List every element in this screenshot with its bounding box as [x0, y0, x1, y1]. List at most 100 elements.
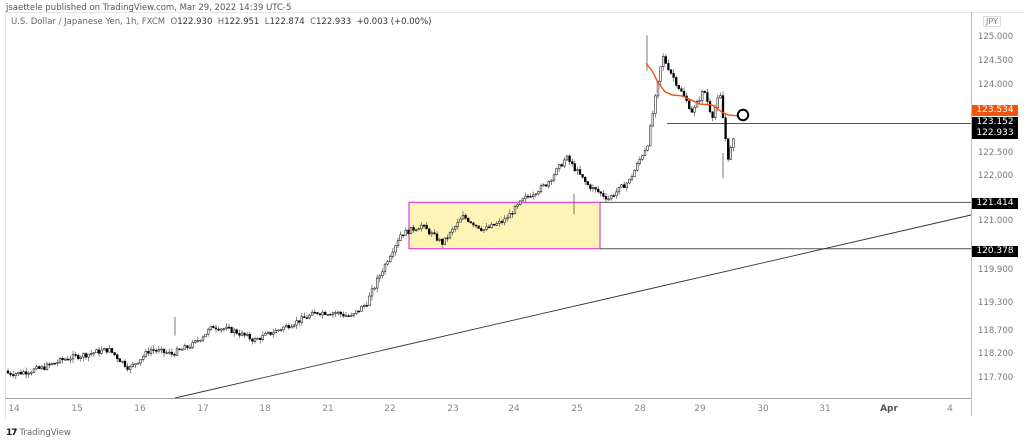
price-tick: 125.000: [978, 32, 1014, 42]
candle-body: [542, 184, 545, 187]
candle-body: [467, 218, 470, 222]
candle-body: [521, 198, 524, 202]
candle-body: [92, 352, 95, 355]
time-tick: 22: [384, 404, 396, 414]
candle-body: [727, 138, 730, 160]
candle-body: [170, 351, 173, 355]
candle-body: [266, 331, 270, 334]
open-label: O: [170, 17, 178, 27]
candle-body: [420, 224, 423, 230]
candle-body: [597, 188, 600, 193]
candle-body: [131, 363, 134, 367]
candle-body: [337, 311, 340, 314]
candle-body: [485, 226, 488, 230]
candle-body: [87, 353, 90, 358]
candle-body: [344, 315, 348, 317]
candle-body: [196, 340, 199, 342]
candle-body: [721, 95, 725, 119]
candle-body: [79, 356, 82, 359]
candle-body: [620, 184, 623, 188]
candle-body: [490, 223, 493, 228]
candle-body: [316, 312, 319, 315]
candle-body: [246, 334, 249, 336]
candle-body: [134, 363, 137, 366]
candle-body: [409, 226, 413, 234]
price-tick: 121.000: [978, 216, 1014, 226]
horizontal-line-price-tag: 123.152: [972, 117, 1018, 128]
candle-body: [381, 271, 384, 277]
candle-body: [256, 338, 259, 340]
candle-body: [194, 340, 197, 343]
tradingview-footer[interactable]: 17 TradingView: [6, 428, 71, 438]
candle-body: [545, 184, 548, 187]
candle-body: [212, 326, 215, 329]
candle-body: [181, 348, 184, 351]
time-tick: 23: [447, 404, 459, 414]
price-tick: 118.200: [978, 349, 1014, 359]
candle-body: [370, 288, 374, 297]
candle-body: [139, 359, 142, 364]
candle-body: [17, 371, 20, 374]
candle-body: [625, 182, 628, 188]
candle-body: [708, 101, 712, 113]
candle-body: [321, 311, 324, 316]
horizontal-line-price-tag: 121.414: [972, 198, 1018, 209]
candle-body: [537, 191, 540, 195]
candle-body: [682, 90, 686, 97]
candle-body: [701, 91, 704, 101]
candle-body: [90, 353, 93, 355]
candle-body: [459, 218, 462, 223]
time-tick: 29: [694, 404, 706, 414]
candle-body: [446, 237, 449, 240]
change-value: +0.003 (+0.00%): [356, 17, 432, 27]
candle-body: [503, 218, 506, 223]
candle-body: [519, 200, 522, 205]
candle-body: [680, 88, 683, 92]
candle-body: [516, 204, 519, 207]
candle-body: [188, 347, 192, 349]
candle-body: [264, 333, 267, 336]
candle-body: [719, 95, 722, 99]
candle-body: [417, 228, 420, 231]
candle-body: [347, 315, 350, 317]
chart-frame: [5, 12, 1024, 421]
candle-body: [664, 56, 667, 64]
candle-body: [412, 226, 415, 231]
candle-body: [6, 370, 10, 374]
candle-body: [649, 125, 652, 147]
candle-body: [607, 198, 610, 201]
moving-average-price-tag: 123.534: [972, 105, 1018, 116]
close-value: 122.933: [316, 17, 352, 27]
circle-marker: [736, 108, 750, 122]
candle-body: [53, 362, 56, 365]
candle-body: [563, 159, 566, 167]
price-tick: 122.000: [978, 171, 1014, 181]
candle-body: [175, 348, 179, 356]
candle-body: [313, 311, 316, 314]
candle-body: [165, 352, 168, 354]
candle-body: [643, 150, 647, 156]
candle-body: [383, 263, 387, 273]
candle-body: [534, 193, 537, 196]
candle-body: [110, 348, 114, 353]
candle-body: [448, 231, 452, 239]
candle-body: [451, 228, 454, 233]
high-value: 122.951: [224, 17, 260, 27]
candle-body: [105, 348, 108, 353]
candle-body: [248, 334, 251, 340]
candle-body: [586, 181, 589, 186]
candle-body: [61, 358, 64, 361]
candle-body: [617, 186, 621, 193]
low-label: L: [264, 17, 270, 27]
candle-body: [292, 324, 296, 327]
candle-body: [279, 329, 283, 331]
candle-body: [524, 195, 527, 199]
candle-body: [201, 336, 205, 341]
candle-body: [633, 169, 636, 177]
tradingview-logo-icon: 17: [6, 428, 17, 438]
candle-body: [168, 351, 171, 354]
candle-body: [360, 306, 363, 312]
candle-body: [56, 362, 59, 364]
candle-body: [191, 342, 194, 348]
